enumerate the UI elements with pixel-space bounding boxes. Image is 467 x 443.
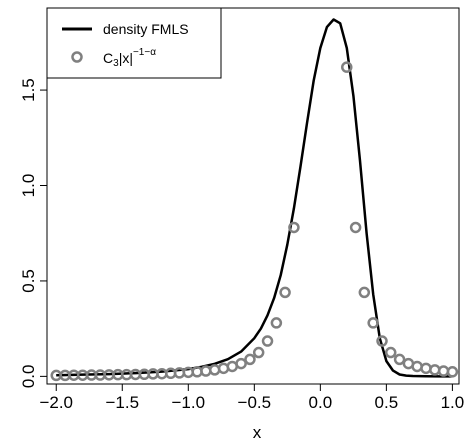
legend-label-c: C — [103, 50, 113, 66]
plot-layer — [50, 18, 459, 382]
scatter-point — [384, 346, 397, 359]
scatter-point — [411, 360, 423, 373]
x-axis-tick-label: 0.5 — [375, 393, 399, 412]
scatter-point — [393, 353, 406, 366]
legend-label-power-law: C3|x|−1−α — [103, 47, 156, 69]
legend-circle-symbol — [71, 51, 83, 63]
y-axis-tick-label: 1.0 — [19, 174, 38, 198]
scatter-point — [244, 353, 256, 366]
scatter-point — [288, 221, 300, 234]
x-axis-tick-label: −1.5 — [105, 393, 139, 412]
scatter-point — [252, 346, 265, 359]
legend-box — [46, 7, 222, 79]
x-axis-tick-label: −0.5 — [238, 393, 272, 412]
scatter-point — [420, 362, 432, 375]
x-axis-tick-label: 0.0 — [309, 393, 333, 412]
axes-layer: −2.0 −1.5 −1.0 −0.5 0.0 0.5 1.0 0.0 0.5 1.0 1.5 — [19, 7, 465, 412]
legend-label-density: density FMLS — [103, 21, 189, 37]
scatter-point — [208, 364, 221, 376]
x-axis-tick-label: 1.0 — [441, 393, 465, 412]
scatter-point — [279, 286, 291, 299]
scatter-point — [367, 317, 379, 329]
scatter-point — [261, 335, 274, 347]
legend-label-abs: |x| — [119, 50, 133, 66]
legend: density FMLS C3|x|−1−α — [46, 7, 222, 79]
scatter-point — [341, 61, 353, 73]
y-axis-tick-label: 0.5 — [19, 269, 38, 293]
scatter-point — [376, 335, 388, 347]
scatter-point — [270, 317, 283, 329]
scatter-point — [349, 221, 362, 234]
scatter-point — [446, 366, 459, 378]
plot-frame — [46, 7, 460, 385]
legend-label-superscript: −1−α — [133, 47, 156, 58]
scatter-point — [358, 286, 371, 299]
x-axis-tick-label: −1.0 — [172, 393, 206, 412]
x-axis-title: x — [253, 423, 262, 442]
y-axis-tick-label: 0.0 — [19, 365, 38, 389]
x-axis-tick-label: −2.0 — [39, 393, 73, 412]
legend-label-subscript: 3 — [113, 58, 119, 69]
y-axis-tick-label: 1.5 — [19, 78, 38, 102]
scatter-point — [235, 357, 247, 370]
